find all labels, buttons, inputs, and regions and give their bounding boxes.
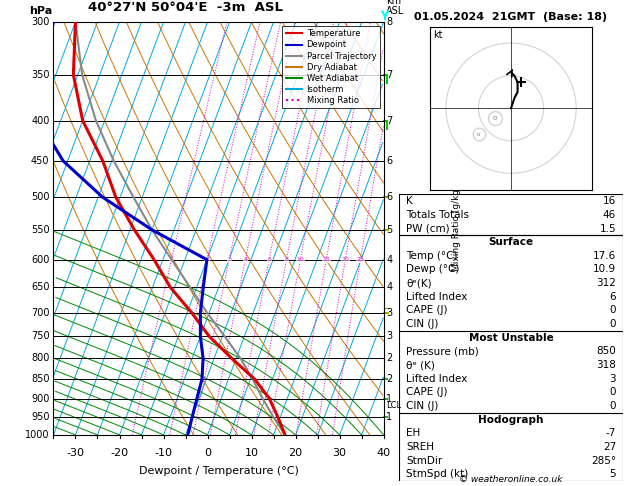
Text: 1: 1 — [169, 257, 174, 262]
Text: 0: 0 — [610, 319, 616, 329]
Text: 600: 600 — [31, 255, 50, 265]
Text: 1000: 1000 — [25, 430, 50, 440]
Text: 800: 800 — [31, 353, 50, 364]
Text: 10.9: 10.9 — [593, 264, 616, 275]
Text: 285°: 285° — [591, 456, 616, 466]
Text: PW (cm): PW (cm) — [406, 224, 450, 234]
Text: Most Unstable: Most Unstable — [469, 333, 554, 343]
Text: CAPE (J): CAPE (J) — [406, 387, 448, 398]
Text: Mixing Ratio (g/kg): Mixing Ratio (g/kg) — [452, 186, 461, 271]
Text: © weatheronline.co.uk: © weatheronline.co.uk — [459, 474, 563, 484]
Text: 8: 8 — [386, 17, 392, 27]
Text: 6: 6 — [386, 156, 392, 166]
Text: Pressure (mb): Pressure (mb) — [406, 347, 479, 356]
Text: Hodograph: Hodograph — [479, 415, 543, 425]
Text: 4: 4 — [243, 257, 247, 262]
Text: SREH: SREH — [406, 442, 434, 452]
Text: Lifted Index: Lifted Index — [406, 374, 467, 384]
Text: 750: 750 — [31, 331, 50, 341]
Text: 20: 20 — [342, 257, 349, 262]
Text: 1: 1 — [386, 412, 392, 422]
Text: 8: 8 — [284, 257, 289, 262]
Text: 350: 350 — [31, 70, 50, 80]
Text: 850: 850 — [596, 347, 616, 356]
Text: 25: 25 — [357, 257, 364, 262]
Text: 0: 0 — [610, 387, 616, 398]
Text: K: K — [406, 196, 413, 206]
Text: hPa: hPa — [29, 6, 52, 16]
Text: 3: 3 — [610, 374, 616, 384]
Text: -10: -10 — [155, 448, 172, 458]
Text: 01.05.2024  21GMT  (Base: 18): 01.05.2024 21GMT (Base: 18) — [415, 12, 608, 22]
Text: 15: 15 — [323, 257, 330, 262]
Text: 300: 300 — [31, 17, 50, 27]
Text: Dewpoint / Temperature (°C): Dewpoint / Temperature (°C) — [138, 466, 299, 476]
Text: 10: 10 — [245, 448, 259, 458]
Text: o: o — [477, 132, 480, 137]
Text: 40: 40 — [377, 448, 391, 458]
Text: 7: 7 — [386, 116, 392, 125]
Text: 650: 650 — [31, 282, 50, 292]
Text: 1.5: 1.5 — [599, 224, 616, 234]
Text: 0: 0 — [610, 401, 616, 411]
Text: 2: 2 — [205, 257, 209, 262]
Text: 3: 3 — [386, 308, 392, 317]
Text: CIN (J): CIN (J) — [406, 319, 438, 329]
Text: 900: 900 — [31, 394, 50, 404]
Text: Totals Totals: Totals Totals — [406, 210, 469, 220]
Text: 30: 30 — [333, 448, 347, 458]
Text: CIN (J): CIN (J) — [406, 401, 438, 411]
Text: 17.6: 17.6 — [593, 251, 616, 261]
Text: 700: 700 — [31, 308, 50, 317]
Text: 40°27'N 50°04'E  -3m  ASL: 40°27'N 50°04'E -3m ASL — [88, 0, 283, 14]
Text: 2: 2 — [386, 374, 392, 384]
Text: 400: 400 — [31, 116, 50, 125]
Text: Surface: Surface — [489, 237, 533, 247]
Text: 3: 3 — [386, 331, 392, 341]
Text: 318: 318 — [596, 360, 616, 370]
Text: 550: 550 — [31, 225, 50, 235]
Text: o: o — [493, 115, 497, 121]
Text: 6: 6 — [267, 257, 271, 262]
Text: -20: -20 — [111, 448, 128, 458]
Text: 0: 0 — [610, 306, 616, 315]
Text: LCL: LCL — [386, 401, 401, 410]
Text: 4: 4 — [386, 255, 392, 265]
Text: 6: 6 — [386, 192, 392, 202]
Legend: Temperature, Dewpoint, Parcel Trajectory, Dry Adiabat, Wet Adiabat, Isotherm, Mi: Temperature, Dewpoint, Parcel Trajectory… — [282, 26, 379, 108]
Text: θᵉ(K): θᵉ(K) — [406, 278, 431, 288]
Text: EH: EH — [406, 428, 420, 438]
Text: θᵉ (K): θᵉ (K) — [406, 360, 435, 370]
Text: 950: 950 — [31, 412, 50, 422]
Text: 5: 5 — [610, 469, 616, 479]
Text: -7: -7 — [606, 428, 616, 438]
Text: 1: 1 — [386, 394, 392, 404]
Text: Lifted Index: Lifted Index — [406, 292, 467, 302]
Text: Dewp (°C): Dewp (°C) — [406, 264, 460, 275]
Text: 20: 20 — [289, 448, 303, 458]
Text: 5: 5 — [386, 225, 392, 235]
Text: 450: 450 — [31, 156, 50, 166]
Text: StmDir: StmDir — [406, 456, 442, 466]
Text: 10: 10 — [296, 257, 304, 262]
Text: -30: -30 — [67, 448, 84, 458]
Text: 500: 500 — [31, 192, 50, 202]
Text: km
ASL: km ASL — [386, 0, 404, 16]
Text: 2: 2 — [386, 353, 392, 364]
Text: 7: 7 — [386, 70, 392, 80]
Text: 312: 312 — [596, 278, 616, 288]
Text: 3: 3 — [227, 257, 231, 262]
Text: 46: 46 — [603, 210, 616, 220]
Text: 27: 27 — [603, 442, 616, 452]
Text: Temp (°C): Temp (°C) — [406, 251, 458, 261]
Text: 4: 4 — [386, 282, 392, 292]
Text: CAPE (J): CAPE (J) — [406, 306, 448, 315]
Text: 6: 6 — [610, 292, 616, 302]
Text: 850: 850 — [31, 374, 50, 384]
Text: 0: 0 — [204, 448, 211, 458]
Text: StmSpd (kt): StmSpd (kt) — [406, 469, 469, 479]
Text: 16: 16 — [603, 196, 616, 206]
Text: kt: kt — [433, 30, 442, 40]
